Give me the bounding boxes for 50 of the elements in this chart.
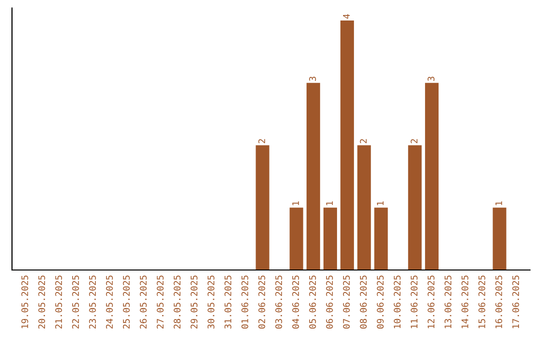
x-tick-label: 28.05.2025 — [174, 276, 181, 329]
x-tick-label: 07.06.2025 — [342, 276, 350, 329]
data-label: 1 — [495, 201, 502, 206]
x-tick-label: 13.06.2025 — [444, 276, 452, 328]
bar — [290, 208, 304, 270]
x-tick-label: 24.05.2025 — [106, 276, 113, 329]
data-label: 3 — [309, 76, 316, 81]
x-tick-label: 22.05.2025 — [72, 276, 79, 329]
data-label: 2 — [360, 139, 367, 144]
x-tick-label: 20.05.2025 — [38, 276, 46, 329]
bar — [323, 208, 338, 270]
x-tick-label: 23.05.2025 — [89, 276, 96, 329]
data-label: 3 — [428, 76, 434, 81]
x-tick-label: 10.06.2025 — [394, 276, 401, 328]
x-tick-label: 04.06.2025 — [292, 276, 300, 329]
x-tick-label: 02.06.2025 — [258, 276, 266, 329]
bar — [256, 145, 270, 270]
data-label: 1 — [292, 201, 299, 206]
x-tick-label: 09.06.2025 — [376, 276, 384, 329]
data-label: 4 — [343, 14, 350, 19]
x-tick-label: 27.05.2025 — [156, 276, 164, 329]
x-tick-label: 15.06.2025 — [478, 276, 486, 328]
data-label: 2 — [410, 139, 418, 144]
x-tick-label: 21.05.2025 — [55, 276, 62, 329]
bar — [374, 208, 388, 270]
x-tick-label: 03.06.2025 — [275, 276, 282, 329]
x-tick-label: 26.05.2025 — [140, 276, 147, 329]
bar — [492, 208, 506, 270]
x-tick-label: 12.06.2025 — [428, 276, 434, 328]
data-label: 1 — [376, 201, 384, 206]
x-tick-label: 06.06.2025 — [326, 276, 333, 329]
bar — [425, 82, 439, 270]
data-label: 2 — [258, 139, 266, 144]
bar — [408, 145, 422, 270]
x-tick-label: 16.06.2025 — [495, 276, 502, 328]
x-tick-label: 11.06.2025 — [410, 276, 418, 328]
x-tick-label: 05.06.2025 — [309, 276, 316, 329]
bar — [340, 20, 354, 270]
bar — [357, 145, 371, 270]
x-tick-label: 08.06.2025 — [360, 276, 367, 329]
data-label: 1 — [326, 201, 333, 206]
x-tick-label: 31.05.2025 — [224, 276, 232, 329]
x-tick-label: 30.05.2025 — [208, 276, 214, 329]
bar — [306, 82, 320, 270]
x-tick-label: 14.06.2025 — [461, 276, 468, 328]
x-tick-label: 01.06.2025 — [241, 276, 248, 329]
x-tick-label: 29.05.2025 — [190, 276, 198, 329]
x-tick-label: 25.05.2025 — [122, 276, 130, 329]
x-tick-label: 19.05.2025 — [21, 276, 28, 328]
x-tick-label: 17.06.2025 — [512, 276, 520, 328]
